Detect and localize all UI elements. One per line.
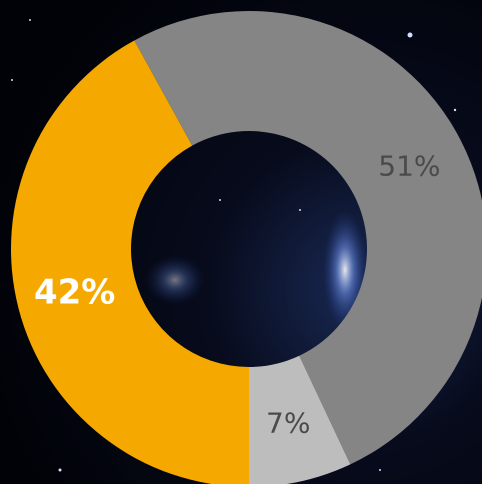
value-label: 42% — [34, 272, 115, 312]
value-label: 51% — [378, 149, 440, 182]
slices — [11, 11, 482, 484]
donut-slice — [249, 355, 351, 484]
value-label: 7% — [266, 407, 310, 440]
donut-slice — [134, 11, 482, 465]
donut-slice — [11, 40, 249, 484]
labels: 51% 7% 42% — [34, 149, 441, 439]
nebula-glow — [145, 255, 205, 305]
